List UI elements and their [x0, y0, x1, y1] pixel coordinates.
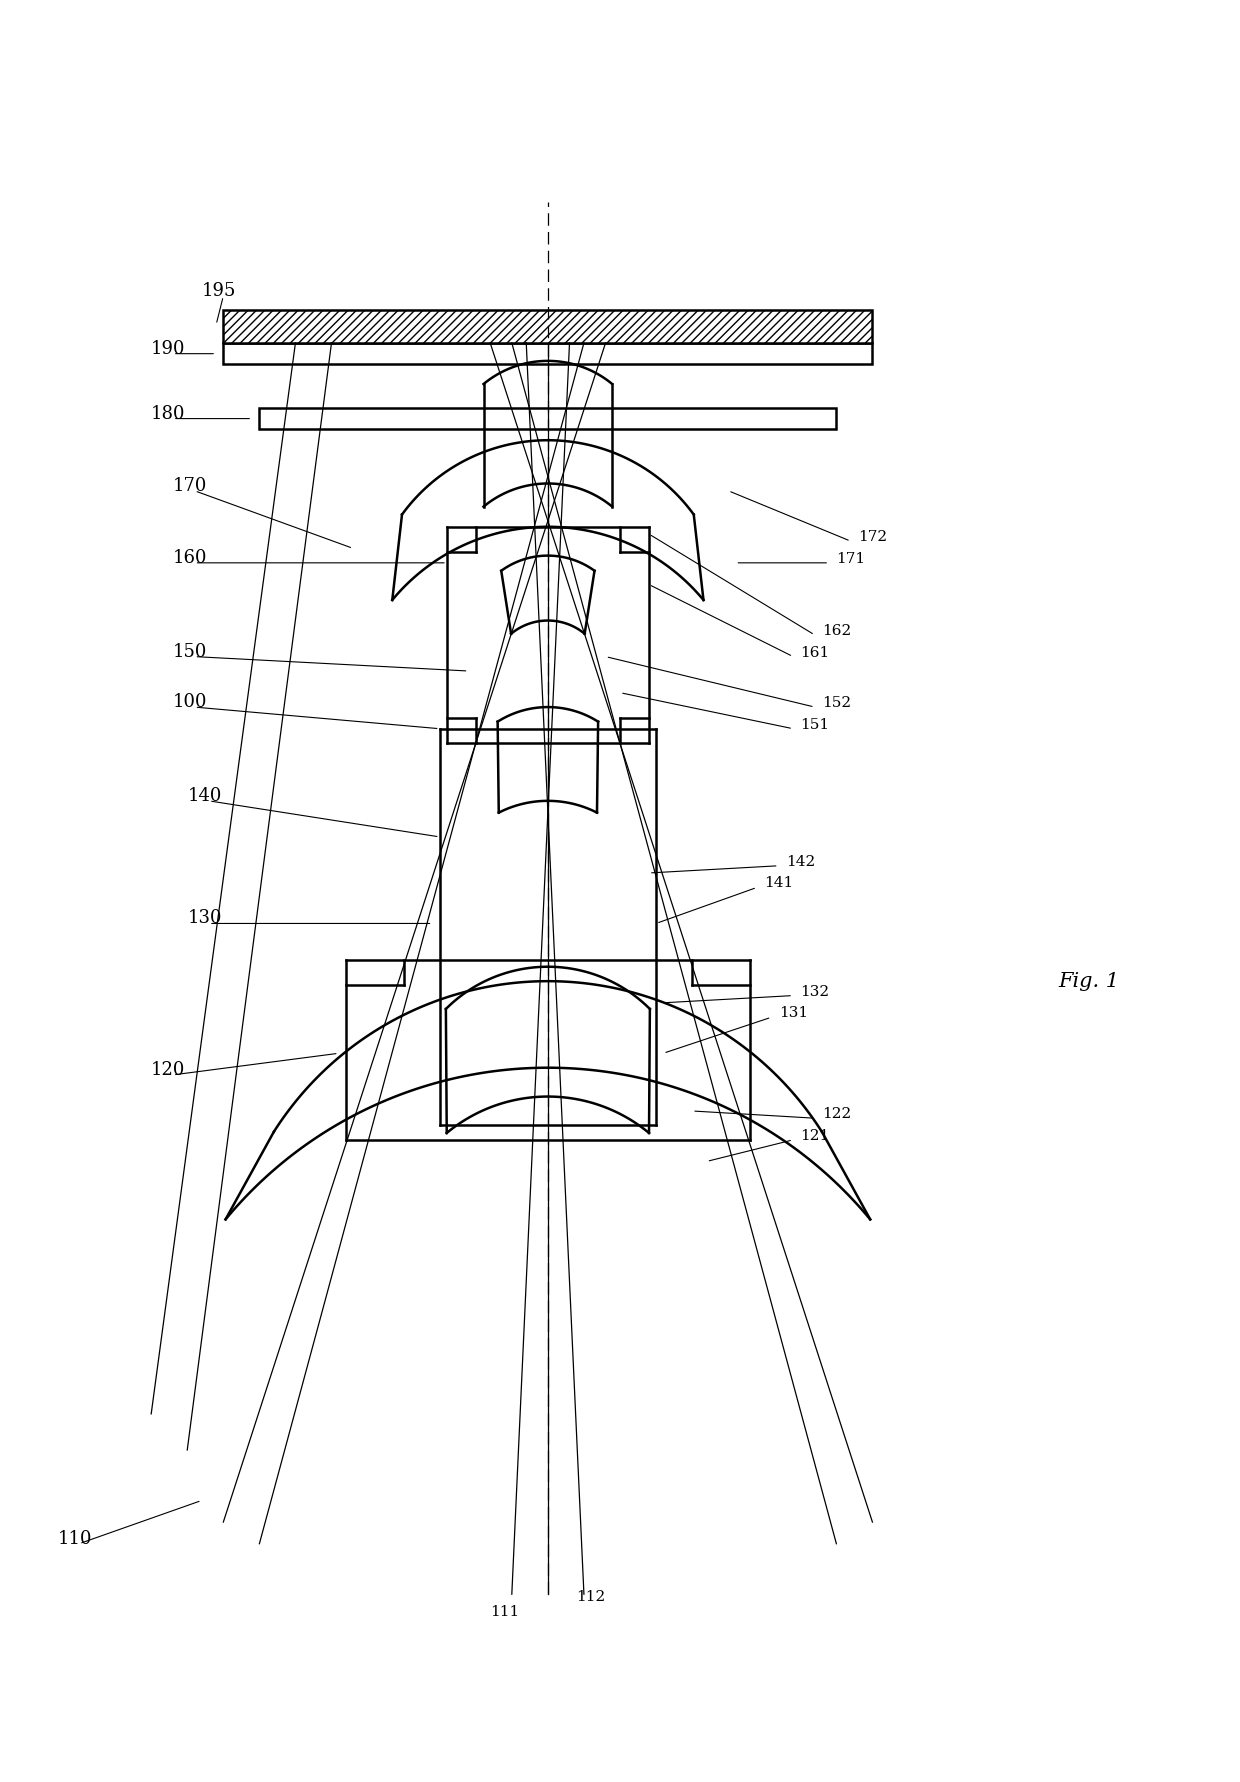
Text: 142: 142 — [786, 855, 815, 870]
Text: 195: 195 — [202, 282, 236, 299]
Text: 150: 150 — [172, 643, 207, 661]
Bar — [223, 342, 873, 365]
Text: 122: 122 — [822, 1107, 851, 1121]
Text: 152: 152 — [822, 697, 851, 709]
Text: 170: 170 — [172, 478, 207, 495]
Text: 121: 121 — [800, 1128, 830, 1142]
Text: 110: 110 — [57, 1529, 92, 1549]
Text: 162: 162 — [822, 624, 851, 638]
Text: 161: 161 — [800, 645, 830, 659]
Text: Fig. 1: Fig. 1 — [1058, 971, 1120, 991]
Text: 120: 120 — [151, 1060, 186, 1078]
Text: 132: 132 — [800, 985, 830, 998]
Text: 160: 160 — [172, 549, 207, 567]
Text: 131: 131 — [779, 1007, 807, 1021]
Text: 180: 180 — [151, 405, 186, 422]
Text: 151: 151 — [800, 718, 830, 732]
Bar — [223, 310, 873, 342]
Text: 141: 141 — [764, 877, 794, 891]
Text: 171: 171 — [836, 552, 866, 567]
Text: 140: 140 — [187, 788, 222, 805]
Text: 111: 111 — [490, 1606, 520, 1618]
Text: 172: 172 — [858, 531, 887, 544]
Bar — [259, 408, 836, 429]
Text: 190: 190 — [151, 340, 186, 358]
Text: 130: 130 — [187, 909, 222, 927]
Text: 112: 112 — [577, 1590, 606, 1604]
Text: 100: 100 — [172, 693, 207, 711]
Bar — [223, 310, 873, 342]
